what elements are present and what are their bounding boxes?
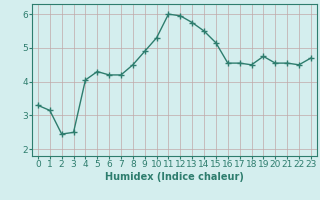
X-axis label: Humidex (Indice chaleur): Humidex (Indice chaleur) <box>105 172 244 182</box>
